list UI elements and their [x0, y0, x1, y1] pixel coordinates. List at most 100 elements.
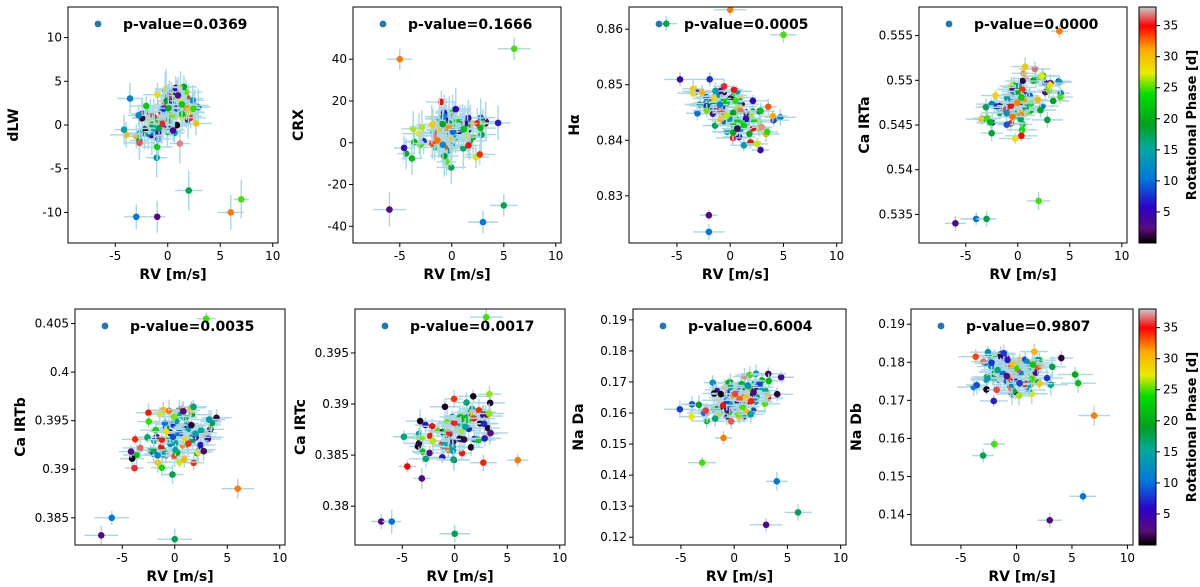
pvalue-label: p-value=0.0017	[410, 319, 534, 335]
y-tick-label: 0.385	[315, 448, 349, 462]
y-tick-label: 0.55	[886, 73, 913, 87]
data-point	[1035, 197, 1042, 205]
data-point	[510, 45, 518, 53]
data-point	[451, 530, 459, 538]
data-point	[1018, 94, 1025, 101]
data-point	[190, 403, 197, 411]
y-axis-label: Hα	[567, 114, 583, 136]
data-point	[712, 87, 719, 95]
pvalue-label: p-value=0.6004	[688, 319, 813, 335]
x-axis-label: RV [m/s]	[702, 267, 769, 283]
colorbar-tick-label: 10	[1163, 476, 1178, 490]
legend-marker	[945, 20, 953, 28]
colorbar-tick-label: 30	[1163, 50, 1178, 64]
y-tick-label: 0.16	[600, 406, 627, 420]
x-tick-label: -5	[955, 551, 967, 565]
data-point	[732, 97, 739, 105]
y-axis-label: CRX	[291, 109, 307, 141]
data-point	[1079, 492, 1087, 500]
y-tick-label: 0.19	[600, 313, 627, 327]
x-tick-label: 0	[451, 551, 459, 565]
data-point	[1031, 65, 1039, 73]
data-point	[695, 401, 703, 409]
data-point	[396, 55, 404, 63]
data-point	[740, 122, 748, 129]
data-point	[705, 211, 713, 219]
x-tick-label: -5	[671, 249, 683, 263]
x-axis-label: RV [m/s]	[139, 267, 206, 283]
data-point	[1034, 363, 1042, 371]
colorbar-tick-label: 25	[1163, 383, 1178, 397]
panel-NaDa: -5 0 5 10 0.12 0.13 0.14 0.15 0.16 0.17 0.18 0.19 RV…	[571, 308, 848, 585]
data-point	[726, 7, 734, 14]
x-axis-label: RV [m/s]	[146, 569, 213, 585]
data-point	[1018, 132, 1025, 140]
x-tick-label: 5	[780, 249, 788, 263]
pvalue-label: p-value=0.0035	[130, 319, 254, 335]
y-tick-label: 0.555	[879, 29, 913, 43]
data-point	[128, 455, 136, 462]
data-point	[154, 452, 161, 459]
data-point	[1090, 412, 1098, 419]
data-point	[386, 206, 393, 213]
y-tick-label: 0.13	[600, 499, 627, 513]
data-point	[486, 399, 494, 407]
x-tick-label: 0	[164, 249, 172, 263]
data-point	[757, 107, 764, 115]
y-tick-label: -5	[50, 162, 62, 176]
data-point	[441, 152, 448, 160]
data-point	[131, 436, 139, 443]
data-point	[990, 397, 998, 405]
data-point	[171, 535, 179, 543]
colorbar-label: Rotational Phase [d]	[1185, 352, 1200, 502]
data-point	[765, 377, 773, 385]
legend-marker	[381, 322, 389, 330]
data-point	[131, 464, 138, 472]
y-tick-label: 0.54	[886, 163, 913, 177]
data-point	[720, 401, 727, 409]
points-Halpha	[655, 7, 797, 240]
data-point	[988, 359, 995, 366]
x-tick-label: 10	[1114, 249, 1129, 263]
plot-frame	[910, 308, 1134, 546]
data-point	[1038, 72, 1046, 80]
y-tick-label: 0.15	[878, 469, 905, 483]
data-point	[717, 116, 724, 123]
panel-NaDb: -5 0 5 10 0.14 0.15 0.16 0.17 0.18 0.19 RV [m/s] Na…	[849, 308, 1135, 585]
data-point	[777, 373, 785, 381]
plot-frame	[74, 308, 286, 546]
data-point	[97, 531, 105, 539]
data-point	[758, 124, 766, 131]
data-point	[1045, 87, 1053, 94]
panel-CaIRTb: -5 0 5 10 0.385 0.39 0.395 0.4 0.405 RV [m/s] Ca I…	[13, 308, 287, 585]
data-point	[731, 390, 739, 398]
data-point	[730, 86, 738, 93]
points-CaIRTb	[84, 312, 255, 545]
data-point	[429, 437, 437, 445]
data-point	[1049, 97, 1057, 105]
data-point	[172, 446, 179, 454]
colorbar-tick-label: 5	[1163, 507, 1171, 521]
data-point	[481, 435, 488, 442]
data-point	[720, 434, 727, 442]
data-point	[990, 440, 998, 448]
x-tick-label: 10	[1120, 551, 1135, 565]
data-point	[764, 103, 772, 111]
data-point	[978, 115, 985, 123]
data-point	[108, 514, 116, 522]
y-tick-label: 20	[332, 94, 347, 108]
legend-marker	[101, 322, 109, 330]
data-point	[1036, 380, 1043, 387]
data-point	[1028, 375, 1036, 383]
data-point	[716, 101, 724, 108]
data-point	[794, 509, 802, 516]
x-axis-label: RV [m/s]	[706, 569, 773, 585]
data-point	[717, 390, 725, 398]
data-point	[153, 213, 161, 221]
y-tick-label: 0	[339, 136, 347, 150]
data-point	[1071, 371, 1079, 378]
x-tick-label: -5	[396, 551, 408, 565]
x-tick-label: 0	[726, 249, 734, 263]
data-point	[676, 405, 684, 413]
